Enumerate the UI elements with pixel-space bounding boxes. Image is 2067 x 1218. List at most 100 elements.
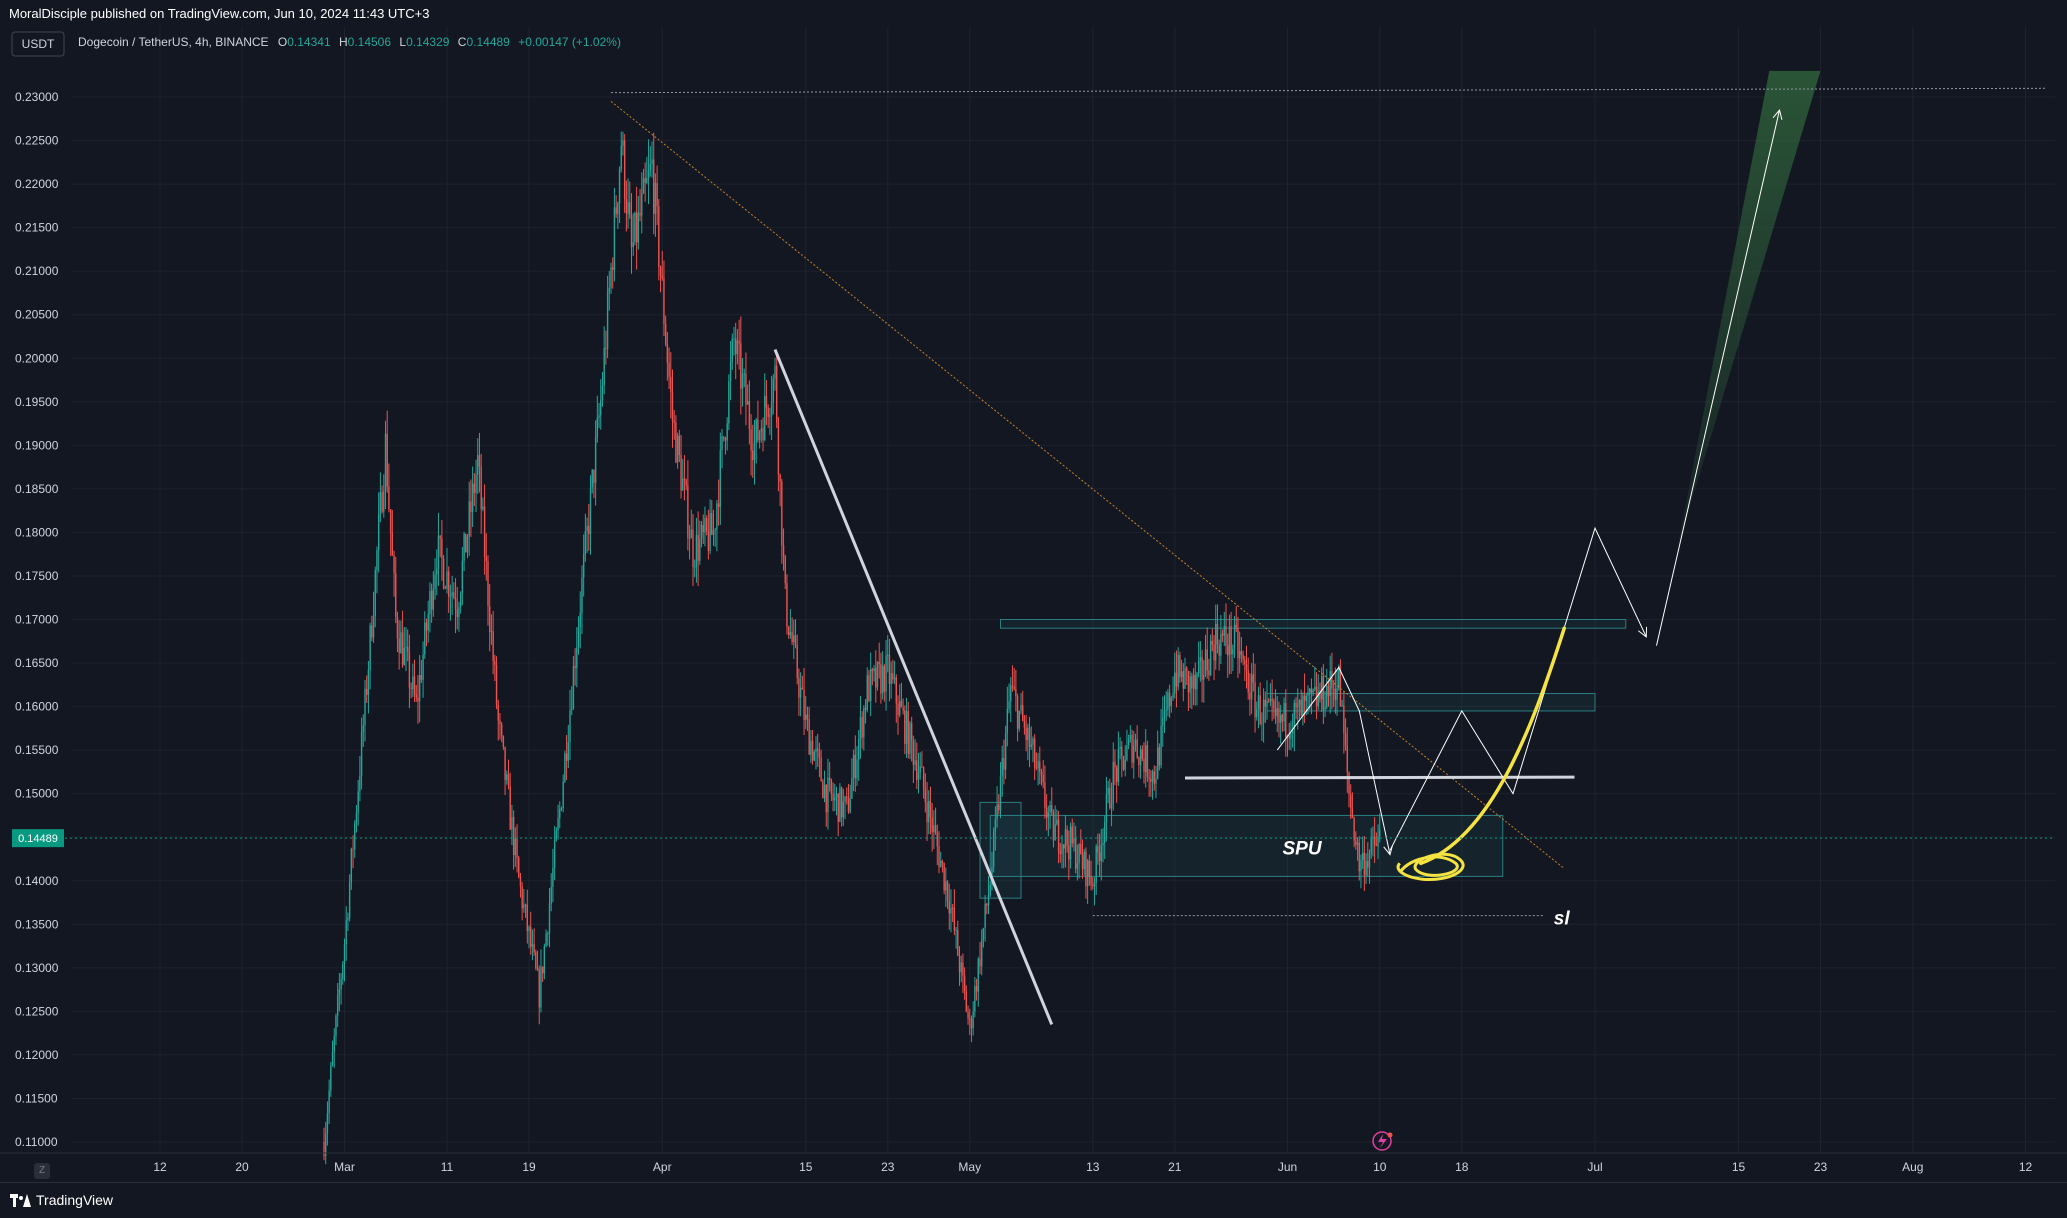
time-axis[interactable]: 12 20 Mar 11 19 Apr 15 23 May 13 21 Jun 10 18 Jul 15 23 A… bbox=[0, 1152, 2067, 1174]
candle-body bbox=[1351, 808, 1354, 819]
candle-body bbox=[606, 292, 609, 349]
x-tick-label: 23 bbox=[1814, 1160, 1828, 1174]
timezone-button[interactable]: Z bbox=[34, 1163, 50, 1179]
candle-body bbox=[367, 670, 370, 695]
x-tick-label: 12 bbox=[153, 1160, 167, 1174]
candle-body bbox=[912, 740, 915, 765]
candle-body bbox=[975, 986, 978, 992]
candle-body bbox=[670, 376, 672, 393]
candle-body bbox=[649, 163, 651, 170]
drawing-annotations bbox=[610, 87, 2047, 1026]
candle-body bbox=[1274, 708, 1277, 717]
candle-body bbox=[844, 796, 846, 802]
candle-body bbox=[723, 436, 725, 439]
candle-body bbox=[331, 1052, 334, 1066]
candle-body bbox=[905, 711, 908, 744]
candle-body bbox=[1203, 674, 1205, 680]
candle-body bbox=[359, 775, 361, 792]
candle-body bbox=[702, 525, 704, 533]
currency-button[interactable] bbox=[11, 31, 65, 57]
candle-body bbox=[970, 1019, 973, 1029]
candle-body bbox=[984, 903, 986, 928]
candle-body bbox=[511, 817, 513, 830]
candle-body bbox=[492, 631, 494, 662]
candle-body bbox=[1240, 651, 1243, 655]
tradingview-logo[interactable]: TradingView bbox=[10, 1192, 113, 1208]
candle-body bbox=[675, 422, 677, 463]
candle-body bbox=[1199, 657, 1202, 661]
candle-body bbox=[336, 995, 339, 1016]
candle-body bbox=[1268, 700, 1270, 702]
candle-body bbox=[427, 614, 429, 631]
candle-body bbox=[377, 515, 380, 551]
candle-body bbox=[1334, 689, 1337, 700]
candle-body bbox=[610, 267, 612, 288]
candle-body bbox=[878, 661, 880, 665]
price-axis[interactable]: 0.11000 0.11500 0.12000 0.12500 0.13000 0.135… bbox=[15, 90, 59, 1149]
candle-body bbox=[1249, 692, 1251, 700]
y-tick-label: 0.23000 bbox=[15, 90, 59, 104]
candle-body bbox=[1218, 644, 1220, 656]
candle-body bbox=[758, 432, 761, 441]
candle-body bbox=[1264, 699, 1266, 707]
candle-body bbox=[782, 545, 785, 557]
candle-body bbox=[1363, 852, 1366, 876]
candle-body bbox=[1261, 722, 1263, 724]
candle-body bbox=[1213, 644, 1215, 661]
candle-body bbox=[818, 750, 821, 758]
candle-body bbox=[1336, 688, 1338, 700]
candle-body bbox=[545, 933, 547, 947]
candle-body bbox=[400, 632, 402, 653]
candle-body bbox=[1177, 654, 1179, 687]
candle-body bbox=[1143, 758, 1145, 773]
candle-body bbox=[873, 668, 875, 672]
candle-body bbox=[994, 818, 997, 832]
candle-body bbox=[1317, 691, 1319, 707]
candle-body bbox=[772, 378, 774, 403]
candle-body bbox=[895, 677, 897, 704]
candle-body bbox=[690, 529, 692, 539]
candle-body bbox=[752, 450, 754, 461]
open-label: O bbox=[278, 35, 287, 49]
candle-body bbox=[916, 760, 918, 780]
candle-body bbox=[1293, 702, 1296, 729]
candle-body bbox=[1209, 640, 1212, 676]
candle-body bbox=[1227, 645, 1229, 656]
candle-body bbox=[1225, 625, 1227, 646]
candle-body bbox=[697, 534, 699, 561]
candle-body bbox=[396, 616, 399, 639]
candle-body bbox=[451, 592, 453, 596]
candle-body bbox=[514, 838, 517, 856]
candle-body bbox=[1182, 671, 1184, 689]
low-value: 0.14329 bbox=[406, 35, 450, 49]
candle-body bbox=[1119, 746, 1121, 749]
candle-body bbox=[1020, 705, 1022, 711]
candle-body bbox=[919, 766, 921, 773]
candle-body bbox=[1302, 695, 1304, 717]
y-tick-label: 0.17500 bbox=[15, 569, 59, 583]
candle-body bbox=[856, 759, 858, 779]
close-value: 0.14489 bbox=[466, 35, 510, 49]
candle-body bbox=[1122, 756, 1125, 770]
candle-body bbox=[489, 606, 491, 633]
candle-body bbox=[401, 632, 404, 665]
candle-body bbox=[1160, 725, 1162, 766]
candle-body bbox=[801, 687, 804, 690]
candle-body bbox=[1298, 699, 1301, 706]
candle-body bbox=[617, 203, 619, 215]
event-marker-icon[interactable] bbox=[1372, 1131, 1393, 1151]
candle-body bbox=[712, 530, 715, 535]
open-value: 0.14341 bbox=[287, 35, 331, 49]
candle-body bbox=[388, 486, 390, 510]
candle-body bbox=[354, 823, 356, 850]
y-tick-label: 0.19000 bbox=[15, 438, 59, 452]
candle-body bbox=[410, 687, 412, 689]
candle-body bbox=[827, 777, 829, 813]
candle-body bbox=[326, 1113, 329, 1134]
candle-body bbox=[683, 478, 686, 481]
price-chart[interactable]: 0.11000 0.11500 0.12000 0.12500 0.13000 0.135… bbox=[0, 27, 2067, 1182]
candle-body bbox=[745, 373, 747, 405]
candle-body bbox=[398, 638, 400, 653]
candle-body bbox=[345, 920, 347, 945]
candle-body bbox=[494, 661, 496, 666]
